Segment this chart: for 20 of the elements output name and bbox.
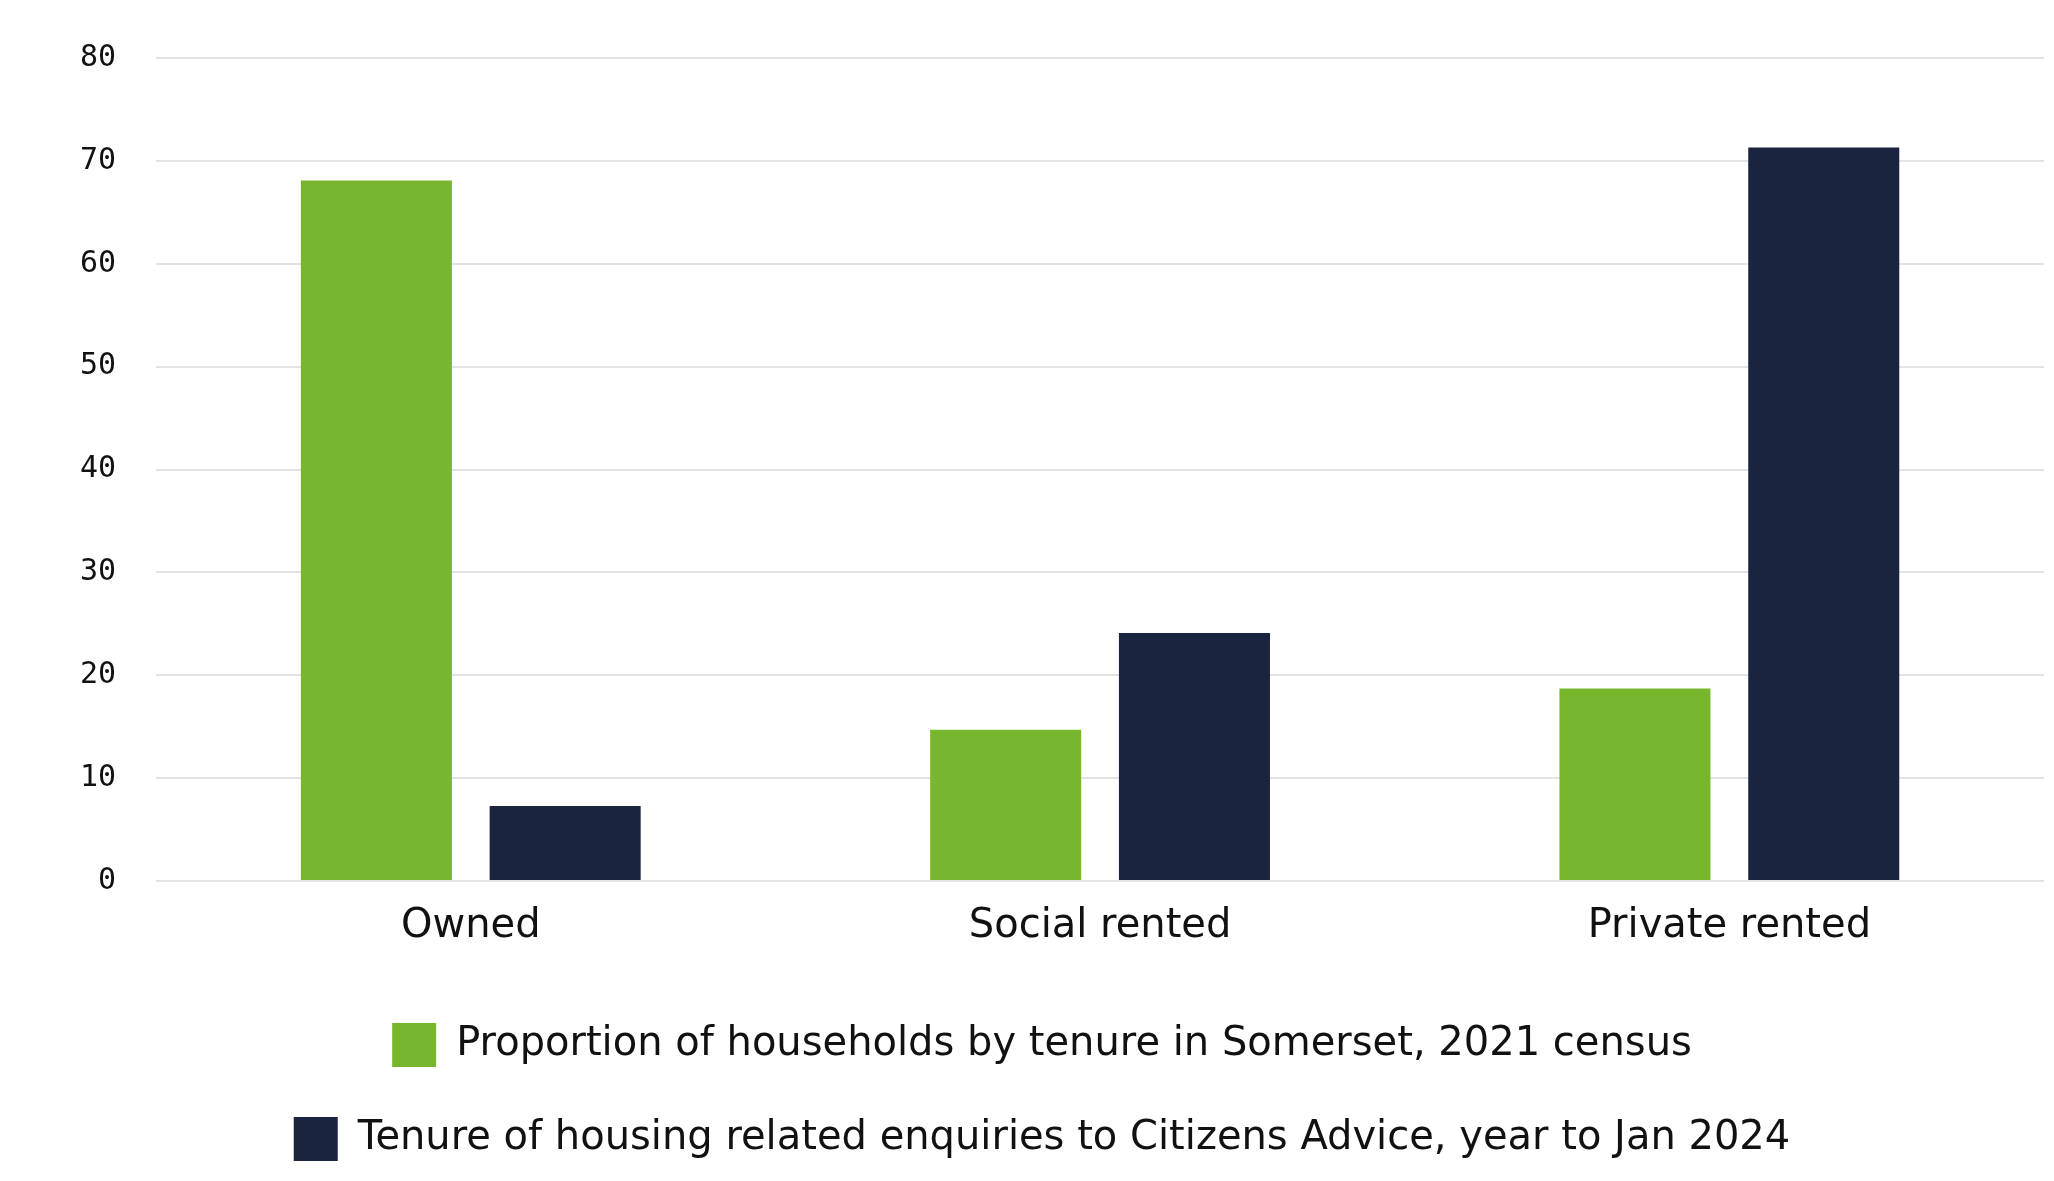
x-tick-label: Private rented bbox=[1587, 900, 1872, 947]
x-tick-label: Owned bbox=[400, 900, 541, 947]
y-tick-label: 60 bbox=[80, 243, 117, 279]
bar bbox=[489, 805, 641, 880]
bar bbox=[1748, 147, 1900, 880]
y-tick-label: 70 bbox=[80, 140, 117, 176]
y-tick-label: 50 bbox=[80, 346, 117, 382]
legend-label: Tenure of housing related enquiries to Citizens Advice, year to Jan 2024 bbox=[356, 1112, 1791, 1159]
bar bbox=[300, 180, 452, 880]
bar bbox=[1118, 633, 1270, 880]
y-tick-label: 40 bbox=[80, 449, 117, 485]
y-tick-label: 30 bbox=[80, 552, 117, 588]
bar bbox=[1559, 688, 1711, 880]
y-tick-label: 0 bbox=[98, 860, 117, 896]
y-tick-label: 10 bbox=[80, 757, 117, 793]
x-tick-label: Social rented bbox=[968, 900, 1232, 947]
legend-label: Proportion of households by tenure in Somerset, 2021 census bbox=[456, 1018, 1692, 1065]
y-tick-label: 80 bbox=[80, 37, 117, 73]
bar bbox=[930, 729, 1082, 880]
y-tick-label: 20 bbox=[80, 655, 117, 691]
